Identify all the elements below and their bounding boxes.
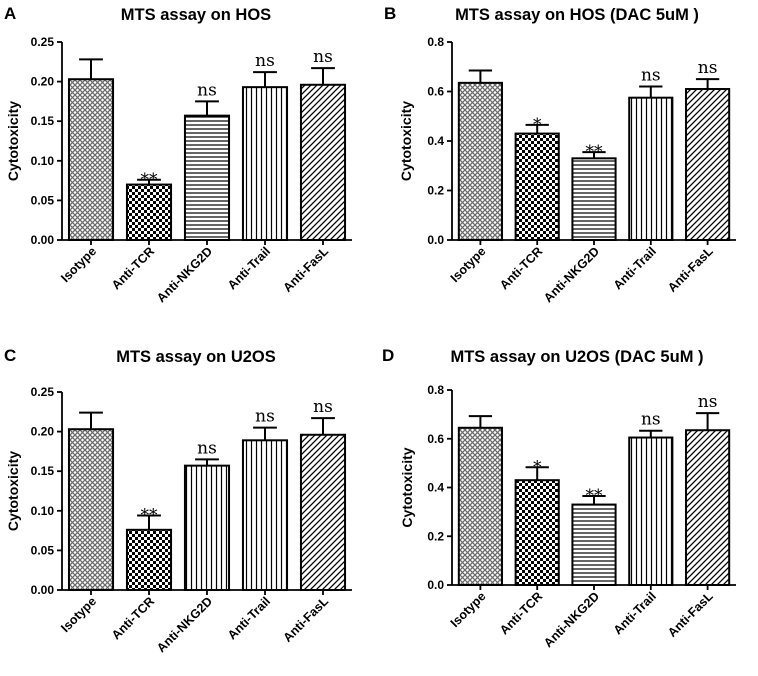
- chart-title: MTS assay on HOS (DAC 5uM ): [455, 6, 699, 24]
- bar-anti-trail: [241, 86, 289, 241]
- bar-anti-nkg2d: [571, 157, 617, 241]
- significance-label: ns: [641, 410, 661, 430]
- y-tick-label: 0.2: [427, 529, 444, 543]
- y-tick-label: 0.20: [31, 75, 55, 89]
- y-tick-label: 0.10: [31, 154, 55, 168]
- y-tick-label: 0.8: [427, 35, 444, 49]
- panel-b: B MTS assay on HOS (DAC 5uM ) Cytotoxicity…: [384, 4, 736, 305]
- x-tick-label: Anti-FasL: [280, 244, 331, 295]
- x-tick-label: Anti-TCR: [109, 594, 157, 642]
- y-tick-label: 0.05: [31, 543, 55, 557]
- panel-letter: D: [382, 346, 394, 365]
- significance-label: **: [586, 486, 604, 506]
- bar-anti-tcr: [514, 132, 560, 241]
- significance-label: ns: [255, 407, 275, 427]
- bar-anti-fasl: [685, 429, 731, 586]
- y-tick-label: 0.10: [31, 504, 55, 518]
- significance-label: ns: [698, 392, 718, 412]
- chart-title: MTS assay on HOS: [121, 6, 271, 24]
- y-tick-label: 0.6: [427, 85, 444, 99]
- significance-label: ns: [255, 51, 275, 71]
- significance-label: **: [586, 142, 604, 162]
- bar-anti-fasl: [299, 83, 347, 241]
- panel-d: D MTS assay on U2OS (DAC 5uM ) Cytotoxicit…: [382, 346, 736, 650]
- x-tick-label: Isotype: [58, 244, 99, 285]
- x-tick-label: Anti-NKG2D: [154, 594, 215, 655]
- x-tick-label: Anti-FasL: [665, 589, 716, 640]
- bar-anti-tcr: [125, 528, 173, 591]
- significance-label: ns: [197, 80, 217, 100]
- x-tick-label: Anti-TCR: [497, 589, 545, 637]
- panel-c: C MTS assay on U2OS Cytotoxicity 0.00 0.05 0.…: [4, 346, 352, 655]
- panel-letter: B: [384, 4, 396, 23]
- x-tick-label: Isotype: [448, 589, 489, 630]
- y-tick-label: 0.20: [31, 425, 55, 439]
- panel-a: A MTS assay on HOS Cytotoxicity 0.00 0.05 0.1…: [4, 4, 352, 305]
- y-tick-label: 0.0: [427, 233, 444, 247]
- x-tick-label: Anti-TCR: [109, 244, 157, 292]
- y-tick-label: 0.05: [31, 193, 55, 207]
- x-tick-label: Anti-NKG2D: [541, 244, 602, 305]
- significance-label: ns: [313, 397, 333, 417]
- y-tick-label: 0.4: [427, 134, 444, 148]
- bar-anti-nkg2d: [183, 464, 231, 592]
- bar-anti-tcr: [514, 479, 560, 586]
- x-tick-label: Anti-Trail: [225, 244, 273, 292]
- y-tick-label: 0.00: [31, 583, 55, 597]
- bar-isotype: [457, 426, 503, 586]
- y-axis-label: Cytotoxicity: [5, 451, 21, 531]
- y-tick-label: 0.6: [427, 432, 444, 446]
- bar-anti-nkg2d: [571, 503, 617, 586]
- bar-anti-fasl: [685, 88, 731, 242]
- x-tick-label: Isotype: [448, 244, 489, 285]
- bar-anti-fasl: [299, 433, 347, 591]
- chart-title: MTS assay on U2OS: [116, 348, 276, 366]
- y-axis-label: Cytotoxicity: [5, 101, 21, 181]
- significance-label: ns: [641, 66, 661, 86]
- bar-isotype: [67, 78, 115, 241]
- bar-anti-tcr: [125, 183, 173, 241]
- significance-label: *: [533, 115, 542, 135]
- y-tick-label: 0.00: [31, 233, 55, 247]
- significance-label: **: [141, 506, 159, 526]
- x-tick-label: Anti-TCR: [497, 244, 545, 292]
- panel-letter: C: [4, 346, 16, 365]
- x-tick-label: Anti-Trail: [611, 244, 659, 292]
- bar-anti-trail: [628, 436, 674, 586]
- panels: A MTS assay on HOS Cytotoxicity 0.00 0.05 0.1…: [4, 4, 736, 655]
- bar-isotype: [457, 81, 503, 242]
- bar-anti-trail: [628, 96, 674, 241]
- y-tick-label: 0.25: [31, 35, 55, 49]
- chart-title: MTS assay on U2OS (DAC 5uM ): [450, 348, 703, 366]
- significance-label: ns: [698, 58, 718, 78]
- x-tick-label: Anti-FasL: [280, 594, 331, 645]
- significance-label: **: [141, 170, 159, 190]
- x-tick-label: Anti-NKG2D: [541, 589, 602, 650]
- x-tick-label: Anti-FasL: [665, 244, 716, 295]
- bar-isotype: [67, 428, 115, 591]
- x-tick-label: Anti-Trail: [611, 589, 659, 637]
- y-tick-label: 0.4: [427, 481, 444, 495]
- significance-label: ns: [197, 438, 217, 458]
- y-axis-label: Cytotoxicity: [398, 101, 414, 181]
- significance-label: ns: [313, 47, 333, 67]
- y-axis-label: Cytotoxicity: [399, 447, 415, 527]
- y-tick-label: 0.8: [427, 383, 444, 397]
- significance-label: *: [533, 457, 542, 477]
- x-tick-label: Anti-Trail: [225, 594, 273, 642]
- x-tick-label: Isotype: [58, 594, 99, 635]
- bar-anti-trail: [241, 439, 289, 592]
- y-tick-label: 0.2: [427, 184, 444, 198]
- y-tick-label: 0.15: [31, 114, 55, 128]
- x-tick-label: Anti-NKG2D: [154, 244, 215, 305]
- y-tick-label: 0.0: [427, 578, 444, 592]
- panel-letter: A: [4, 4, 16, 23]
- y-tick-label: 0.25: [31, 385, 55, 399]
- y-tick-label: 0.15: [31, 464, 55, 478]
- bar-anti-nkg2d: [183, 114, 231, 241]
